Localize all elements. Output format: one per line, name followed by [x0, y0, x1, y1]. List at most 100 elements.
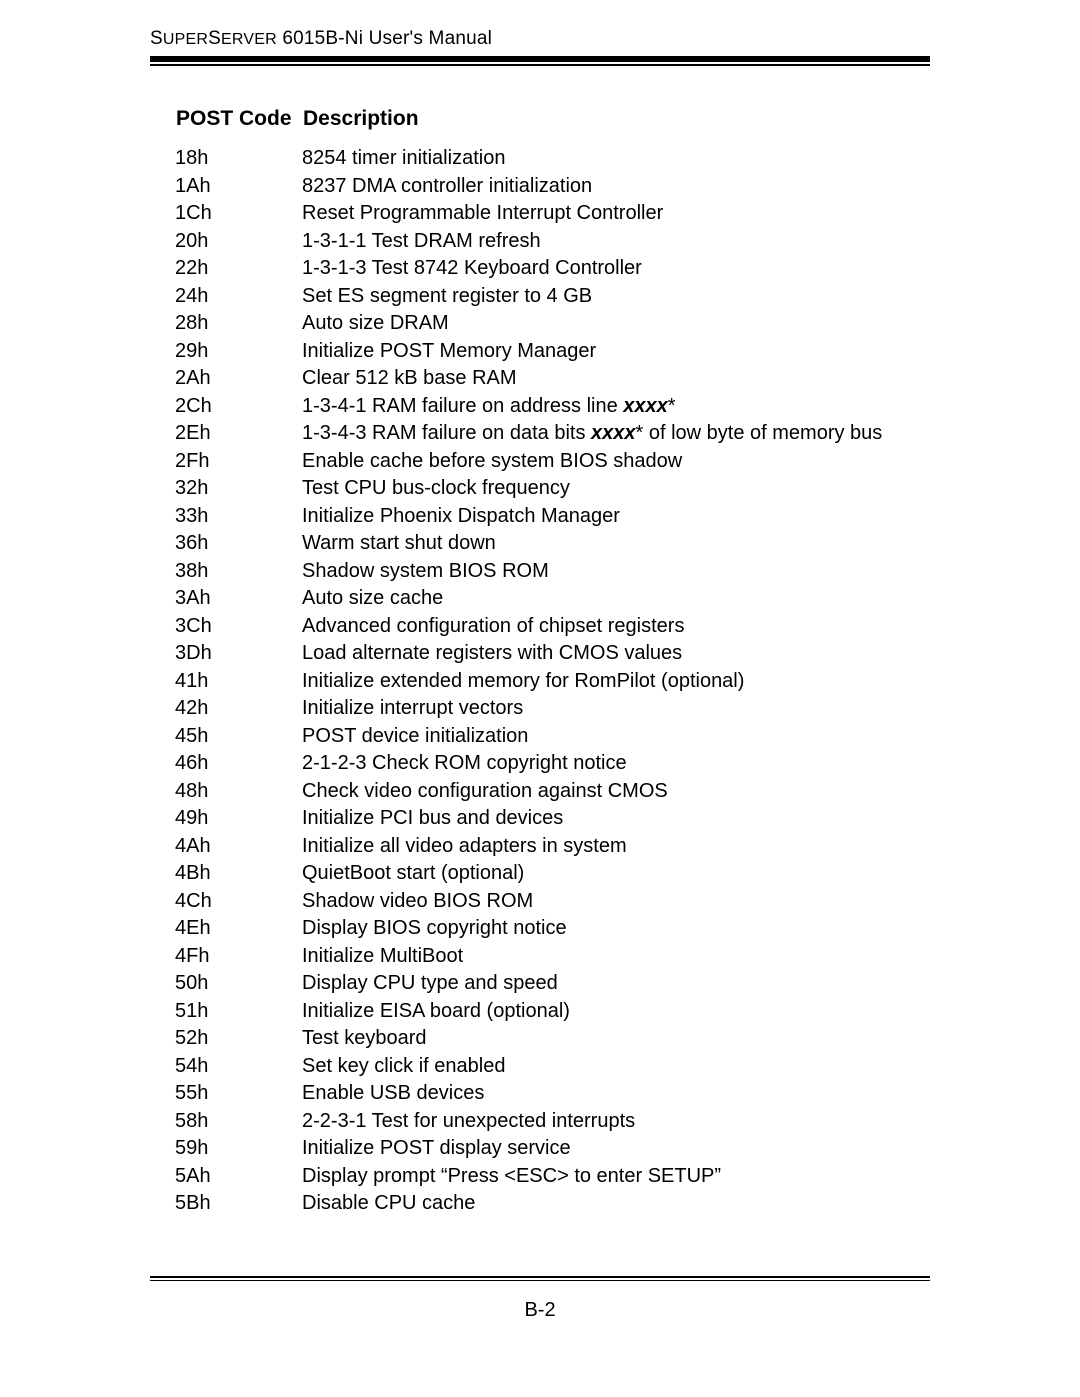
table-row: 29hInitialize POST Memory Manager: [175, 338, 930, 366]
description-cell: Enable USB devices: [302, 1080, 930, 1108]
table-row: 4AhInitialize all video adapters in syst…: [175, 833, 930, 861]
description-cell: Initialize extended memory for RomPilot …: [302, 668, 930, 696]
post-code-cell: 48h: [175, 778, 302, 806]
table-row: 48hCheck video configuration against CMO…: [175, 778, 930, 806]
description-cell: Reset Programmable Interrupt Controller: [302, 200, 930, 228]
table-row: 3DhLoad alternate registers with CMOS va…: [175, 640, 930, 668]
table-row: 55hEnable USB devices: [175, 1080, 930, 1108]
description-cell: 8237 DMA controller initialization: [302, 173, 930, 201]
post-code-cell: 2Eh: [175, 420, 302, 448]
post-code-cell: 50h: [175, 970, 302, 998]
table-row: 4BhQuietBoot start (optional): [175, 860, 930, 888]
post-code-cell: 1Ah: [175, 173, 302, 201]
post-code-cell: 41h: [175, 668, 302, 696]
post-code-cell: 45h: [175, 723, 302, 751]
post-code-cell: 4Fh: [175, 943, 302, 971]
description-cell: Test keyboard: [302, 1025, 930, 1053]
post-code-cell: 3Ah: [175, 585, 302, 613]
table-row: 4ChShadow video BIOS ROM: [175, 888, 930, 916]
post-code-cell: 32h: [175, 475, 302, 503]
description-cell: Initialize POST Memory Manager: [302, 338, 930, 366]
post-code-cell: 2Ch: [175, 393, 302, 421]
table-row: 58h2-2-3-1 Test for unexpected interrupt…: [175, 1108, 930, 1136]
page-number: B-2: [150, 1299, 930, 1322]
post-code-table: POST Code Description 18h8254 timer init…: [175, 106, 930, 1218]
post-code-cell: 5Bh: [175, 1190, 302, 1218]
description-cell: 1-3-1-3 Test 8742 Keyboard Controller: [302, 255, 930, 283]
post-code-cell: 3Ch: [175, 613, 302, 641]
description-cell: Initialize PCI bus and devices: [302, 805, 930, 833]
table-row: 32hTest CPU bus-clock frequency: [175, 475, 930, 503]
post-code-cell: 28h: [175, 310, 302, 338]
table-row: 41hInitialize extended memory for RomPil…: [175, 668, 930, 696]
post-code-cell: 36h: [175, 530, 302, 558]
table-row: 51hInitialize EISA board (optional): [175, 998, 930, 1026]
post-code-cell: 33h: [175, 503, 302, 531]
table-row: 5AhDisplay prompt “Press <ESC> to enter …: [175, 1163, 930, 1191]
table-row: 59hInitialize POST display service: [175, 1135, 930, 1163]
table-row: 20h1-3-1-1 Test DRAM refresh: [175, 228, 930, 256]
post-code-table-wrap: POST Code Description 18h8254 timer init…: [150, 106, 930, 1218]
description-cell: QuietBoot start (optional): [302, 860, 930, 888]
description-cell: Display CPU type and speed: [302, 970, 930, 998]
manual-page: SUPERSERVER 6015B-Ni User's Manual POST …: [0, 0, 1080, 1397]
description-cell: Display prompt “Press <ESC> to enter SET…: [302, 1163, 930, 1191]
table-row: 36hWarm start shut down: [175, 530, 930, 558]
table-row: 4FhInitialize MultiBoot: [175, 943, 930, 971]
table-row: 5BhDisable CPU cache: [175, 1190, 930, 1218]
description-cell: Display BIOS copyright notice: [302, 915, 930, 943]
table-row: 52hTest keyboard: [175, 1025, 930, 1053]
table-row: 1ChReset Programmable Interrupt Controll…: [175, 200, 930, 228]
description-cell: Initialize interrupt vectors: [302, 695, 930, 723]
description-cell: 1-3-1-1 Test DRAM refresh: [302, 228, 930, 256]
description-cell: Advanced configuration of chipset regist…: [302, 613, 930, 641]
description-cell: 1-3-4-3 RAM failure on data bits xxxx* o…: [302, 420, 930, 448]
post-code-cell: 59h: [175, 1135, 302, 1163]
description-cell: Clear 512 kB base RAM: [302, 365, 930, 393]
post-code-cell: 20h: [175, 228, 302, 256]
post-code-table-body: 18h8254 timer initialization1Ah8237 DMA …: [175, 145, 930, 1218]
running-head: SUPERSERVER 6015B-Ni User's Manual: [150, 28, 930, 50]
description-cell: Auto size cache: [302, 585, 930, 613]
description-cell: Disable CPU cache: [302, 1190, 930, 1218]
footer-rule-2: [150, 1280, 930, 1281]
table-header-row: POST Code Description: [175, 106, 930, 145]
description-cell: 1-3-4-1 RAM failure on address line xxxx…: [302, 393, 930, 421]
post-code-cell: 4Bh: [175, 860, 302, 888]
table-row: 28hAuto size DRAM: [175, 310, 930, 338]
description-cell: Initialize all video adapters in system: [302, 833, 930, 861]
post-code-cell: 58h: [175, 1108, 302, 1136]
description-cell: 2-1-2-3 Check ROM copyright notice: [302, 750, 930, 778]
table-row: 54hSet key click if enabled: [175, 1053, 930, 1081]
post-code-cell: 49h: [175, 805, 302, 833]
table-row: 49hInitialize PCI bus and devices: [175, 805, 930, 833]
description-cell: Check video configuration against CMOS: [302, 778, 930, 806]
description-cell: 8254 timer initialization: [302, 145, 930, 173]
description-cell: Initialize POST display service: [302, 1135, 930, 1163]
post-code-cell: 4Ah: [175, 833, 302, 861]
table-row: 2FhEnable cache before system BIOS shado…: [175, 448, 930, 476]
table-row: 18h8254 timer initialization: [175, 145, 930, 173]
description-cell: Enable cache before system BIOS shadow: [302, 448, 930, 476]
table-row: 2Eh1-3-4-3 RAM failure on data bits xxxx…: [175, 420, 930, 448]
table-row: 38hShadow system BIOS ROM: [175, 558, 930, 586]
description-cell: 2-2-3-1 Test for unexpected interrupts: [302, 1108, 930, 1136]
post-code-cell: 3Dh: [175, 640, 302, 668]
post-code-cell: 51h: [175, 998, 302, 1026]
post-code-cell: 38h: [175, 558, 302, 586]
post-code-cell: 22h: [175, 255, 302, 283]
header-rule-thin: [150, 64, 930, 66]
post-code-cell: 24h: [175, 283, 302, 311]
description-cell: Initialize Phoenix Dispatch Manager: [302, 503, 930, 531]
description-cell: Set key click if enabled: [302, 1053, 930, 1081]
post-code-cell: 54h: [175, 1053, 302, 1081]
col-header-description: Description: [302, 106, 930, 145]
post-code-cell: 18h: [175, 145, 302, 173]
header-rule-thick: [150, 56, 930, 62]
description-cell: Test CPU bus-clock frequency: [302, 475, 930, 503]
post-code-cell: 29h: [175, 338, 302, 366]
post-code-cell: 52h: [175, 1025, 302, 1053]
description-cell: Initialize MultiBoot: [302, 943, 930, 971]
description-cell: Shadow system BIOS ROM: [302, 558, 930, 586]
post-code-cell: 2Fh: [175, 448, 302, 476]
